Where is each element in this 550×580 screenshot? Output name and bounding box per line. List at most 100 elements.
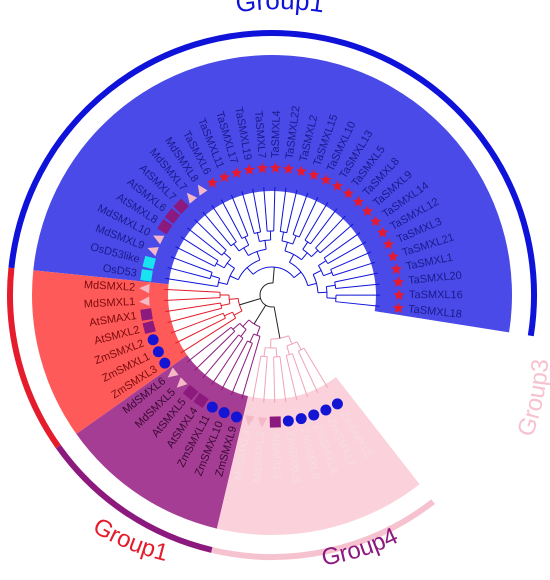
group4-arc: [55, 445, 213, 553]
branch-line: [186, 326, 232, 363]
branch-line: [175, 246, 215, 267]
branch-line: [242, 319, 250, 327]
branch-line: [241, 336, 261, 399]
branch-line: [263, 347, 266, 357]
star-marker-icon: [361, 205, 374, 217]
branch-line: [286, 345, 290, 355]
star-marker-icon: [320, 174, 332, 185]
star-marker-icon: [387, 250, 399, 262]
leaf-label: MdSMXL2: [84, 279, 136, 294]
branch-line: [164, 288, 221, 293]
group3-label: Group3: [512, 358, 550, 440]
group4-label: Group4: [319, 522, 402, 571]
star-marker-icon: [392, 276, 405, 287]
branch-line: [301, 252, 308, 261]
branch-arc: [292, 234, 300, 238]
branch-line: [273, 356, 276, 403]
branch-line: [303, 347, 329, 388]
branch-line: [170, 312, 224, 334]
star-marker-icon: [295, 165, 308, 177]
branch-line: [243, 247, 249, 256]
star-marker-icon: [342, 187, 355, 199]
square-marker-icon: [142, 320, 156, 335]
star-marker-icon: [256, 162, 269, 174]
triangle-marker-icon: [139, 283, 150, 294]
leaf-label: TaSMXL20: [408, 270, 463, 287]
branch-line: [298, 197, 319, 238]
branch-line: [288, 335, 293, 345]
branch-line: [288, 254, 295, 263]
branch-line: [230, 342, 253, 396]
branch-line: [264, 240, 267, 250]
branch-line: [246, 267, 254, 275]
branch-line: [323, 232, 361, 259]
branch-line: [335, 301, 380, 307]
leaf-label: TaSMXL16: [409, 289, 463, 301]
group1-bottom-label: Group1: [89, 513, 171, 567]
cyan-square-marker-icon: [142, 255, 156, 270]
branch-arc: [228, 294, 231, 304]
leaf-label: TaSMXL7: [252, 110, 268, 158]
branch-line: [273, 187, 276, 232]
branch-line: [275, 347, 278, 357]
circle-marker-icon: [218, 407, 230, 419]
branch-line: [292, 192, 309, 235]
branch-line: [249, 333, 255, 343]
branch-arc: [222, 313, 226, 319]
branch-line: [330, 251, 372, 270]
branch-line: [194, 219, 227, 251]
branch-line: [241, 191, 255, 234]
triangle-marker-icon: [197, 184, 208, 196]
circle-marker-icon: [320, 404, 332, 416]
branch-arc: [217, 278, 221, 287]
branch-line: [284, 242, 288, 251]
branch-line: [233, 310, 243, 316]
branch-arc: [232, 312, 237, 319]
branch-line: [281, 231, 285, 241]
leaf-markers: [139, 162, 405, 428]
branch-arc: [238, 334, 244, 339]
triangle-marker-icon: [153, 235, 165, 245]
star-marker-icon: [393, 289, 405, 301]
branch-line: [211, 205, 237, 243]
branch-line: [285, 355, 298, 401]
branch-arc: [334, 281, 337, 289]
group3-sector: [216, 377, 420, 535]
branch-arc: [214, 260, 219, 267]
group1-top-label: Group1: [234, 0, 326, 18]
branch-line: [296, 341, 302, 350]
star-marker-icon: [369, 215, 382, 227]
branch-line: [233, 243, 240, 252]
branch-line: [218, 281, 228, 285]
root-arc: [259, 282, 275, 308]
branch-line: [279, 356, 287, 403]
square-marker-icon: [173, 198, 189, 215]
branch-line: [323, 272, 333, 277]
branch-line: [224, 311, 233, 317]
branch-line: [310, 208, 338, 245]
branch-line: [220, 303, 231, 307]
branch-line: [311, 250, 319, 258]
group1-blue-arc: [8, 30, 537, 337]
branch-line: [187, 227, 223, 256]
star-marker-icon: [308, 169, 320, 180]
branch-arc: [221, 249, 227, 256]
branch-line: [220, 199, 243, 239]
branch-line: [165, 302, 221, 313]
branch-line: [293, 271, 302, 279]
branch-arc: [241, 235, 249, 239]
star-marker-icon: [269, 162, 282, 173]
square-marker-icon: [164, 208, 181, 224]
branch-line: [291, 353, 308, 398]
circle-marker-icon: [308, 409, 320, 421]
star-marker-icon: [282, 163, 295, 174]
branch-line: [256, 251, 261, 261]
branch-line: [202, 334, 240, 379]
branch-line: [180, 317, 236, 354]
branch-line: [315, 215, 346, 249]
branch-line: [194, 330, 236, 371]
star-marker-icon: [376, 226, 389, 238]
circle-marker-icon: [159, 357, 171, 369]
branch-arc: [248, 319, 261, 328]
circle-marker-icon: [206, 401, 218, 413]
